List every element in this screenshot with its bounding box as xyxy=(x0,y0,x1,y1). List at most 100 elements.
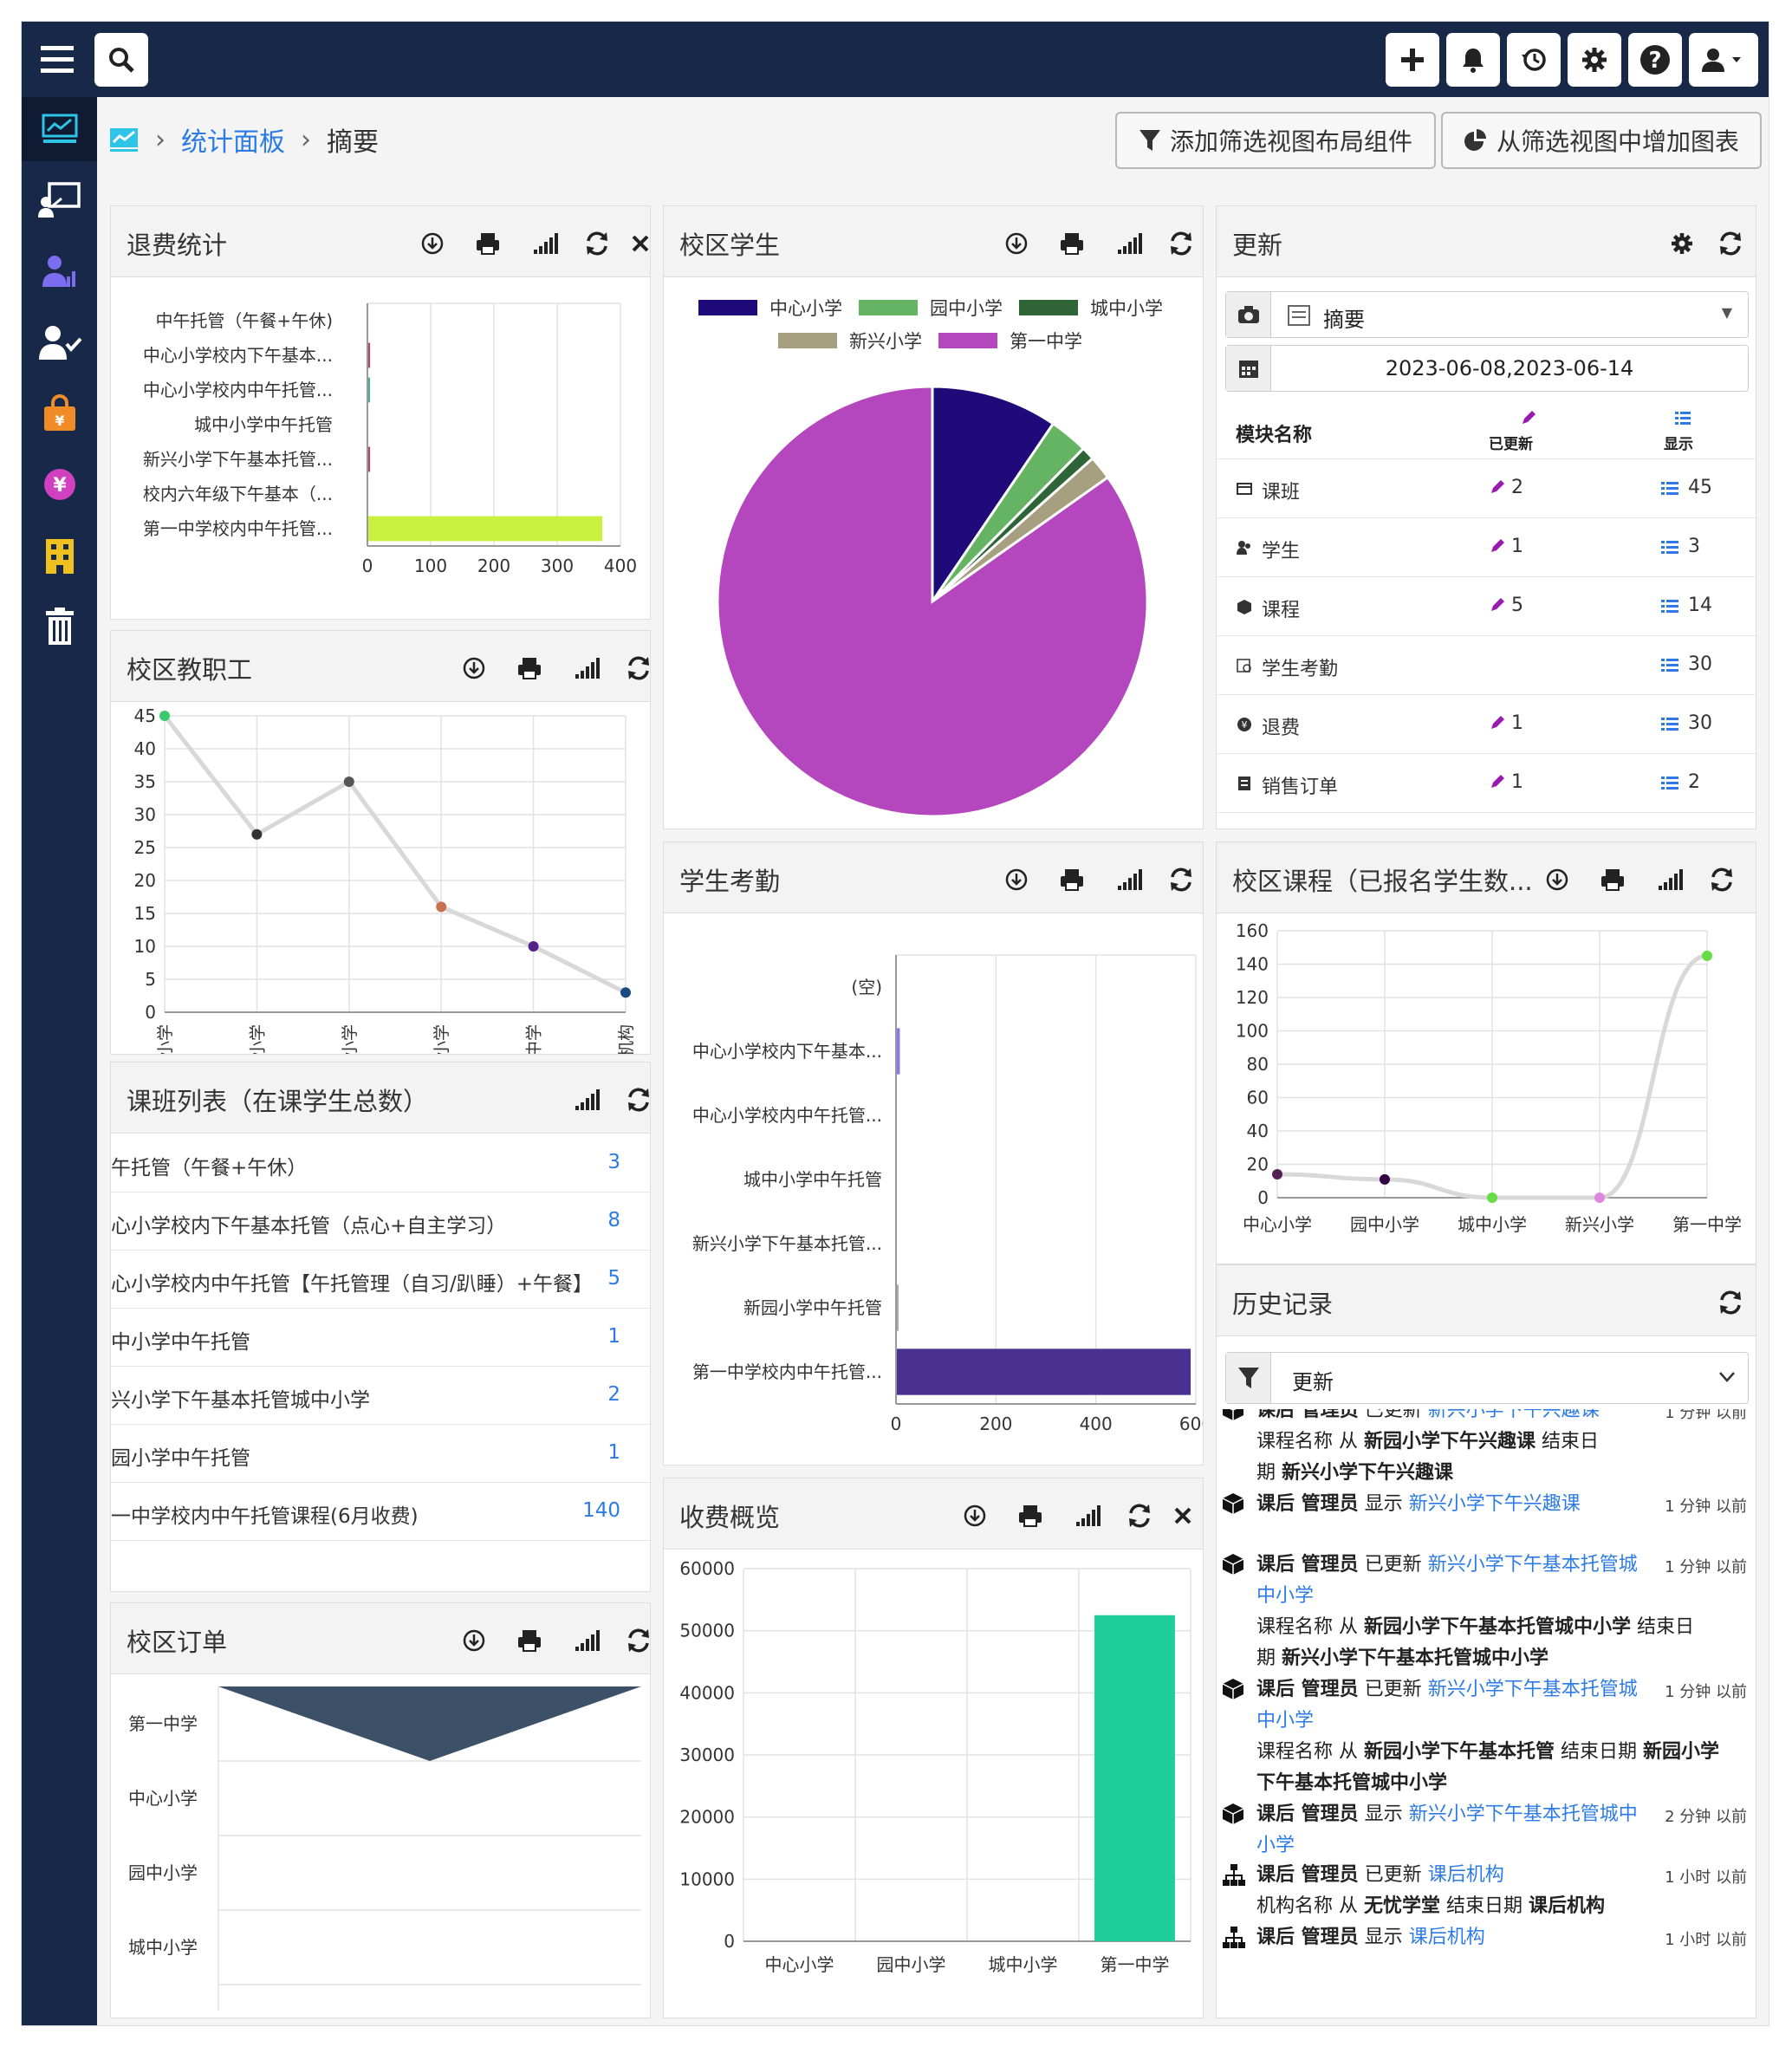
sidebar-item-shop[interactable]: ¥ xyxy=(22,381,97,445)
signal-bars-icon[interactable] xyxy=(530,229,560,258)
history-text[interactable]: 新兴小学下午基本托管城中 xyxy=(1408,1803,1638,1825)
refresh-icon[interactable] xyxy=(1716,229,1745,258)
history-text[interactable]: 课后机构 xyxy=(1427,1864,1504,1886)
notifications-button[interactable] xyxy=(1446,33,1500,87)
print-icon[interactable] xyxy=(515,653,544,683)
signal-bars-icon[interactable] xyxy=(1073,1501,1102,1530)
history-text[interactable]: 小学 xyxy=(1256,1835,1295,1856)
download-icon[interactable] xyxy=(1002,865,1031,894)
student-count[interactable]: 5 xyxy=(607,1267,620,1290)
download-icon[interactable] xyxy=(1542,865,1572,894)
student-count[interactable]: 2 xyxy=(607,1383,620,1406)
updated-count[interactable]: 2 xyxy=(1511,477,1523,498)
updated-count[interactable]: 5 xyxy=(1511,595,1523,616)
signal-bars-icon[interactable] xyxy=(1114,229,1144,258)
student-count[interactable]: 3 xyxy=(607,1151,620,1173)
table-row[interactable]: 兴小学下午基本托管城中小学 2 xyxy=(111,1366,650,1425)
shown-count[interactable]: 2 xyxy=(1688,771,1700,793)
date-range-input[interactable]: 2023-06-08,2023-06-14 xyxy=(1225,345,1749,392)
history-text[interactable]: 新兴小学下午兴趣课 xyxy=(1408,1493,1581,1515)
print-icon[interactable] xyxy=(1598,865,1627,894)
table-row[interactable]: 中小学中午托管 1 xyxy=(111,1308,650,1367)
table-row[interactable]: 园小学中午托管 1 xyxy=(111,1424,650,1483)
signal-bars-icon[interactable] xyxy=(572,653,601,683)
settings-button[interactable] xyxy=(1568,33,1621,87)
history-text[interactable]: 新兴小学下午兴趣课 xyxy=(1427,1409,1600,1421)
sidebar-item-fees[interactable]: ¥ xyxy=(22,452,97,517)
print-icon[interactable] xyxy=(473,229,503,258)
refresh-icon[interactable] xyxy=(624,653,650,683)
history-filter-select[interactable]: 更新 xyxy=(1225,1352,1749,1404)
student-count[interactable]: 1 xyxy=(607,1325,620,1348)
updated-count[interactable]: 1 xyxy=(1511,536,1523,557)
add-chart-button[interactable]: 从筛选视图中增加图表 xyxy=(1441,112,1762,169)
history-text[interactable]: 课后机构 xyxy=(1408,1927,1485,1948)
refresh-icon[interactable] xyxy=(1166,229,1196,258)
shown-count[interactable]: 14 xyxy=(1688,595,1712,616)
student-count[interactable]: 8 xyxy=(607,1209,620,1231)
dashboard-chart-icon[interactable] xyxy=(108,126,140,153)
refresh-icon[interactable] xyxy=(1166,865,1196,894)
breadcrumb-parent[interactable]: 统计面板 xyxy=(181,127,285,158)
gear-icon[interactable] xyxy=(1667,229,1697,258)
history-text[interactable]: 中小学 xyxy=(1256,1585,1315,1607)
table-row[interactable]: 销售订单 1 2 xyxy=(1217,754,1756,813)
add-layout-widget-button[interactable]: 添加筛选视图布局组件 xyxy=(1115,112,1436,169)
table-row[interactable]: 心小学校内中午托管【午托管理（自习/趴睡）+午餐】 5 xyxy=(111,1250,650,1309)
download-icon[interactable] xyxy=(459,1626,489,1655)
table-row[interactable]: 课班 2 45 xyxy=(1217,459,1756,518)
signal-bars-icon[interactable] xyxy=(572,1626,601,1655)
search-button[interactable] xyxy=(94,33,148,87)
history-button[interactable] xyxy=(1507,33,1561,87)
sidebar-item-trash[interactable] xyxy=(22,595,97,659)
signal-bars-icon[interactable] xyxy=(572,1085,601,1114)
shown-count[interactable]: 30 xyxy=(1688,653,1712,675)
updated-count[interactable]: 1 xyxy=(1511,771,1523,793)
signal-bars-icon[interactable] xyxy=(1655,865,1685,894)
print-icon[interactable] xyxy=(1016,1501,1045,1530)
refresh-icon[interactable] xyxy=(582,229,612,258)
download-icon[interactable] xyxy=(1002,229,1031,258)
sidebar-item-staff-stats[interactable] xyxy=(22,239,97,303)
student-count[interactable]: 140 xyxy=(582,1499,620,1522)
help-button[interactable]: ? xyxy=(1628,33,1682,87)
table-row[interactable]: 心小学校内下午基本托管（点心+自主学习） 8 xyxy=(111,1192,650,1251)
table-row[interactable]: 学生考勤 30 xyxy=(1217,636,1756,695)
refresh-icon[interactable] xyxy=(1125,1501,1154,1530)
table-row[interactable]: ¥ 退费 1 30 xyxy=(1217,695,1756,754)
print-icon[interactable] xyxy=(1057,865,1087,894)
shown-count[interactable]: 45 xyxy=(1688,477,1712,498)
history-text: 已更新 xyxy=(1364,1864,1422,1886)
history-text[interactable]: 中小学 xyxy=(1256,1710,1315,1732)
shown-count[interactable]: 3 xyxy=(1688,536,1700,557)
sidebar-item-user-check[interactable] xyxy=(22,310,97,374)
history-text[interactable]: 新兴小学下午基本托管城 xyxy=(1427,1554,1638,1576)
menu-icon[interactable] xyxy=(37,39,77,79)
updated-count[interactable]: 1 xyxy=(1511,712,1523,734)
table-row[interactable]: 课程 5 14 xyxy=(1217,577,1756,636)
close-icon[interactable] xyxy=(626,229,650,258)
download-icon[interactable] xyxy=(418,229,447,258)
sidebar-item-dashboard[interactable] xyxy=(22,97,97,161)
history-text[interactable]: 新兴小学下午基本托管城 xyxy=(1427,1679,1638,1700)
close-icon[interactable] xyxy=(1168,1501,1198,1530)
shown-count[interactable]: 30 xyxy=(1688,712,1712,734)
table-row[interactable]: 一中学校内中午托管课程(6月收费) 140 xyxy=(111,1482,650,1541)
signal-bars-icon[interactable] xyxy=(1114,865,1144,894)
refresh-icon[interactable] xyxy=(624,1085,650,1114)
table-row[interactable]: 学生 1 3 xyxy=(1217,518,1756,577)
table-row[interactable]: 午托管（午餐+午休） 3 xyxy=(111,1134,650,1192)
refresh-icon[interactable] xyxy=(624,1626,650,1655)
student-count[interactable]: 1 xyxy=(607,1441,620,1464)
print-icon[interactable] xyxy=(515,1626,544,1655)
view-select[interactable]: 摘要 ▼ xyxy=(1225,291,1749,338)
download-icon[interactable] xyxy=(960,1501,990,1530)
refresh-icon[interactable] xyxy=(1716,1288,1745,1317)
refresh-icon[interactable] xyxy=(1707,865,1737,894)
user-menu-button[interactable] xyxy=(1689,33,1758,87)
print-icon[interactable] xyxy=(1057,229,1087,258)
add-button[interactable] xyxy=(1386,33,1439,87)
sidebar-item-campus[interactable] xyxy=(22,523,97,588)
sidebar-item-classroom[interactable] xyxy=(22,168,97,232)
download-icon[interactable] xyxy=(459,653,489,683)
